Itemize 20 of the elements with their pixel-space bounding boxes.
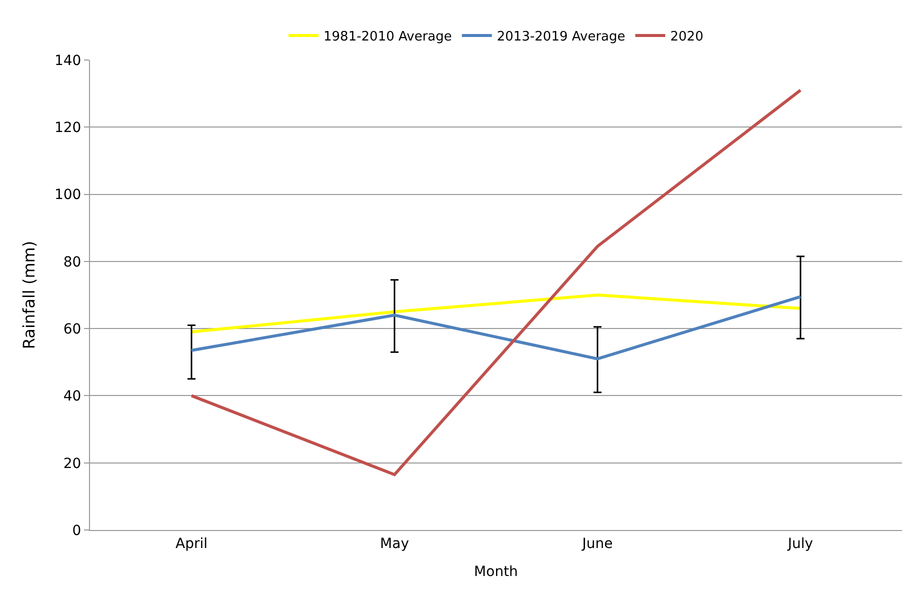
line-series bbox=[190, 88, 802, 476]
x-tick-label: July bbox=[786, 536, 814, 552]
y-tick-label: 20 bbox=[63, 456, 82, 472]
legend-label: 1981-2010 Average bbox=[324, 30, 452, 45]
line-series bbox=[190, 294, 802, 334]
legend-label: 2020 bbox=[670, 30, 704, 45]
y-tick-label: 60 bbox=[63, 321, 82, 338]
y-axis-title: Rainfall (mm) bbox=[19, 240, 38, 350]
legend-label: 2013-2019 Average bbox=[496, 30, 626, 45]
x-tick-label: April bbox=[176, 536, 208, 552]
x-tick-label: June bbox=[581, 536, 613, 552]
x-axis-title: Month bbox=[474, 564, 518, 580]
line-series bbox=[190, 295, 802, 360]
y-tick-label: 0 bbox=[72, 522, 82, 539]
y-tick-label: 40 bbox=[63, 388, 82, 405]
y-tick-label: 120 bbox=[54, 120, 82, 136]
y-tick-label: 100 bbox=[54, 187, 82, 204]
y-tick-label: 80 bbox=[63, 254, 82, 270]
x-tick-label: May bbox=[380, 536, 409, 552]
y-tick-label: 140 bbox=[54, 52, 82, 69]
